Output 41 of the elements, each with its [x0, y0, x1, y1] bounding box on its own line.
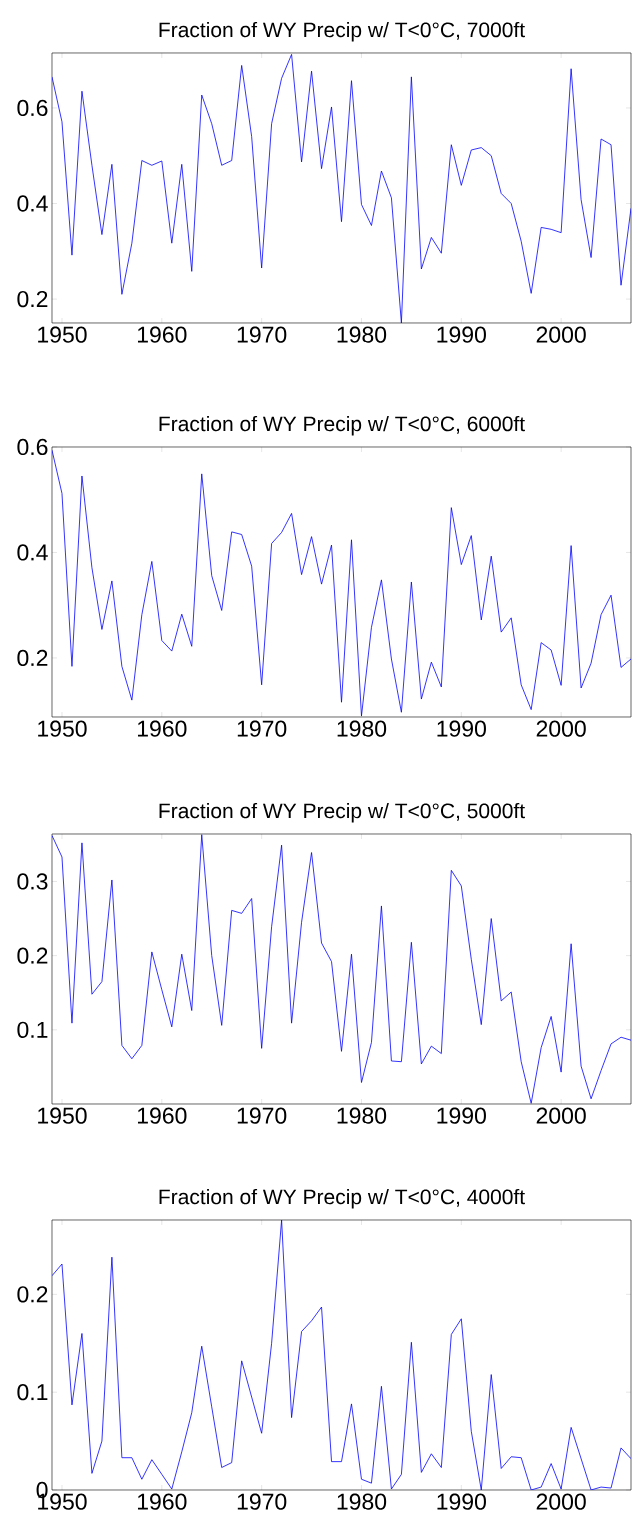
- x-tick-label: 1960: [137, 720, 187, 737]
- x-tick-label: 1960: [137, 1107, 187, 1124]
- x-tick-label: 1980: [337, 720, 387, 737]
- x-tick-label: 1970: [237, 326, 287, 343]
- x-tick-label: 1970: [237, 1107, 287, 1124]
- x-tick-label: 2000: [536, 720, 586, 737]
- x-tick-label: 1950: [38, 326, 87, 343]
- y-tick-label: 0.6: [17, 99, 48, 117]
- y-tick-label: 0.4: [17, 544, 48, 561]
- x-tick-label: 1960: [137, 326, 187, 343]
- chart-title: Fraction of WY Precip w/ T<0°C, 5000ft: [159, 802, 525, 823]
- x-tick-label: 1980: [337, 1107, 387, 1124]
- y-tick-label: 0.1: [17, 1384, 48, 1401]
- x-tick-label: 1950: [38, 1107, 87, 1124]
- chart-title: Fraction of WY Precip w/ T<0°C, 6000ft: [159, 415, 525, 436]
- x-tick-label: 1990: [437, 326, 486, 343]
- x-tick-label: 1990: [437, 720, 486, 737]
- y-tick-label: 0.2: [17, 290, 48, 308]
- line-series: [52, 449, 632, 717]
- y-tick-label: 0.6: [17, 438, 48, 456]
- x-tick-label: 2000: [536, 326, 586, 343]
- x-tick-label: 2000: [536, 1107, 586, 1124]
- line-series: [52, 834, 632, 1104]
- y-tick-label: 0.2: [17, 649, 48, 667]
- x-tick-label: 1950: [38, 720, 87, 737]
- x-tick-label: 1970: [237, 1493, 287, 1510]
- x-tick-label: 1970: [237, 720, 287, 737]
- chart-title: Fraction of WY Precip w/ T<0°C, 7000ft: [159, 21, 525, 42]
- x-tick-label: 2000: [536, 1493, 586, 1510]
- line-series: [52, 54, 632, 323]
- x-tick-label: 1980: [337, 1493, 387, 1510]
- y-tick-label: 0.1: [17, 1021, 48, 1038]
- y-tick-label: 0.4: [17, 195, 48, 212]
- y-tick-label: 0.3: [17, 873, 48, 890]
- y-tick-label: 0.2: [17, 947, 48, 964]
- y-tick-label: 0.2: [17, 1286, 48, 1303]
- x-tick-label: 1990: [437, 1107, 486, 1124]
- x-tick-label: 1990: [437, 1493, 486, 1510]
- x-tick-label: 1980: [337, 326, 387, 343]
- chart-title: Fraction of WY Precip w/ T<0°C, 4000ft: [159, 1188, 525, 1209]
- x-tick-label: 1960: [137, 1493, 187, 1510]
